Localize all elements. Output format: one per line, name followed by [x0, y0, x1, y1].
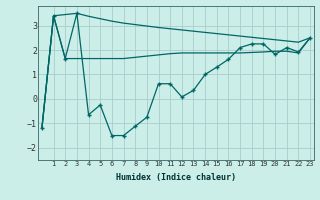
X-axis label: Humidex (Indice chaleur): Humidex (Indice chaleur) — [116, 173, 236, 182]
